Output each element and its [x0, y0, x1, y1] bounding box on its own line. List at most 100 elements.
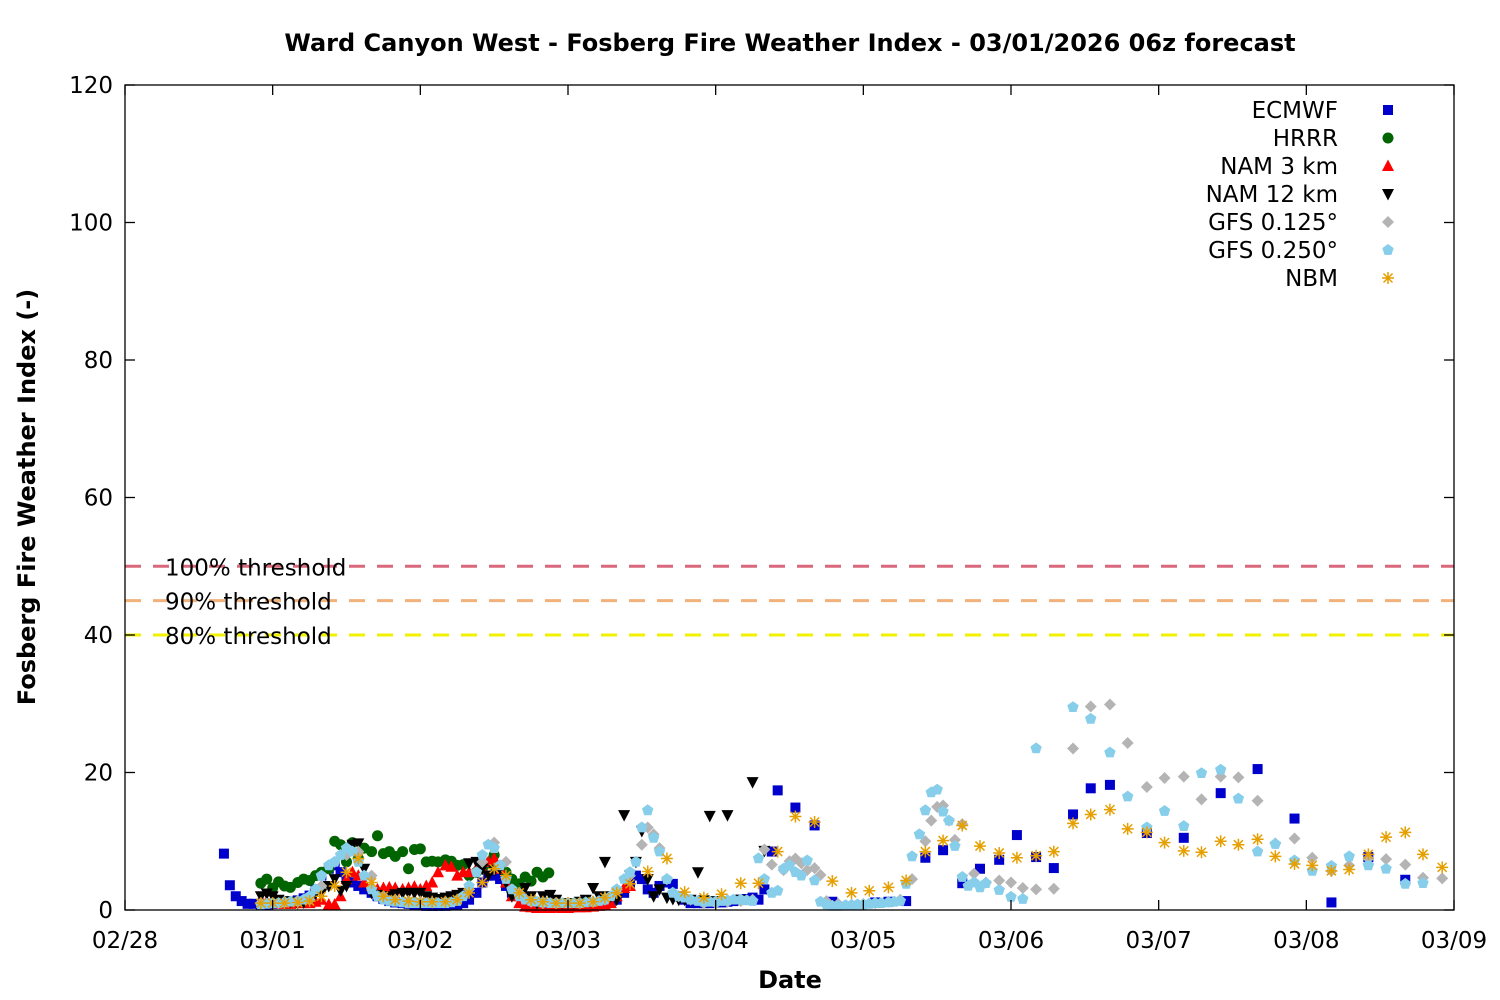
y-tick-label: 120: [69, 73, 113, 99]
data-point: [352, 838, 365, 850]
data-point: [1140, 780, 1153, 793]
data-point: [315, 890, 328, 903]
data-point: [635, 838, 648, 851]
data-point: [759, 884, 770, 895]
data-point: [353, 880, 364, 891]
data-point: [1085, 712, 1097, 724]
data-point: [519, 883, 532, 895]
data-point: [543, 867, 555, 879]
data-point: [248, 898, 259, 909]
data-point: [471, 887, 482, 898]
data-point: [1195, 793, 1208, 806]
data-point: [1140, 826, 1153, 839]
x-tick-label: 03/03: [535, 928, 601, 954]
y-tick-label: 60: [84, 486, 113, 512]
legend-label: NBM: [1285, 266, 1338, 292]
data-point: [463, 886, 476, 899]
data-point: [1232, 771, 1245, 784]
data-point: [703, 810, 716, 823]
data-point: [721, 810, 734, 822]
data-point: [366, 846, 378, 858]
data-point: [1121, 822, 1134, 835]
data-point: [931, 783, 943, 795]
data-point: [1047, 882, 1060, 895]
data-point: [1343, 850, 1355, 862]
y-tick-label: 20: [84, 761, 113, 787]
data-point: [715, 888, 728, 901]
data-point: [1252, 764, 1263, 775]
data-point: [439, 895, 452, 908]
data-point: [1380, 853, 1393, 866]
data-point: [808, 816, 821, 828]
data-point: [451, 869, 464, 881]
data-point: [826, 875, 839, 888]
data-point: [697, 891, 710, 904]
legend-label: HRRR: [1273, 126, 1338, 152]
data-point: [365, 876, 378, 889]
data-point: [863, 884, 876, 897]
data-point: [470, 866, 483, 877]
data-point: [1362, 859, 1375, 871]
data-point: [678, 886, 691, 899]
data-point: [536, 895, 549, 908]
data-point: [746, 895, 759, 906]
data-point: [266, 891, 279, 903]
data-point: [1103, 698, 1116, 711]
data-point: [974, 863, 985, 874]
data-point: [482, 870, 495, 883]
data-point: [1010, 851, 1023, 864]
data-point: [973, 840, 986, 853]
data-point: [432, 865, 445, 878]
legend-label: GFS 0.250°: [1208, 238, 1338, 264]
data-point: [727, 893, 740, 905]
data-point: [1416, 848, 1429, 861]
data-point: [218, 848, 229, 859]
data-point: [1343, 863, 1356, 876]
data-point: [1195, 846, 1208, 859]
data-point: [943, 814, 955, 826]
data-point: [980, 877, 992, 888]
data-point: [691, 867, 704, 879]
data-point: [1232, 792, 1245, 804]
data-point: [1215, 763, 1227, 775]
data-point: [661, 873, 673, 884]
legend-label: NAM 12 km: [1206, 182, 1338, 208]
data-point: [919, 845, 932, 858]
data-point: [476, 876, 489, 889]
data-point: [309, 883, 322, 895]
y-tick-label: 0: [98, 898, 113, 924]
data-point: [647, 891, 660, 903]
data-point: [647, 831, 660, 843]
data-point: [224, 880, 235, 891]
x-tick-label: 03/09: [1421, 928, 1487, 954]
legend-marker: [1382, 272, 1394, 284]
threshold-label: 100% threshold: [165, 555, 346, 581]
data-point: [642, 804, 654, 816]
data-point: [463, 858, 476, 870]
data-point: [346, 845, 359, 857]
data-point: [402, 895, 415, 908]
data-point: [1158, 772, 1171, 784]
threshold-label: 90% threshold: [165, 590, 332, 616]
data-point: [1122, 790, 1134, 802]
y-tick-label: 40: [84, 623, 113, 649]
data-point: [1030, 883, 1043, 896]
legend-marker: [1383, 105, 1393, 115]
data-point: [913, 828, 926, 840]
data-point: [506, 883, 518, 895]
data-point: [1399, 877, 1411, 889]
x-tick-label: 03/07: [1126, 928, 1192, 954]
data-point: [845, 886, 858, 899]
data-point: [938, 845, 949, 856]
data-point: [358, 876, 371, 888]
data-point: [746, 777, 759, 789]
data-point: [328, 879, 341, 892]
data-point: [653, 845, 666, 857]
data-point: [772, 884, 784, 896]
data-point: [624, 877, 637, 890]
data-point: [1232, 838, 1245, 851]
data-point: [1436, 872, 1449, 885]
plot-area: [125, 85, 1454, 910]
data-point: [488, 842, 500, 853]
